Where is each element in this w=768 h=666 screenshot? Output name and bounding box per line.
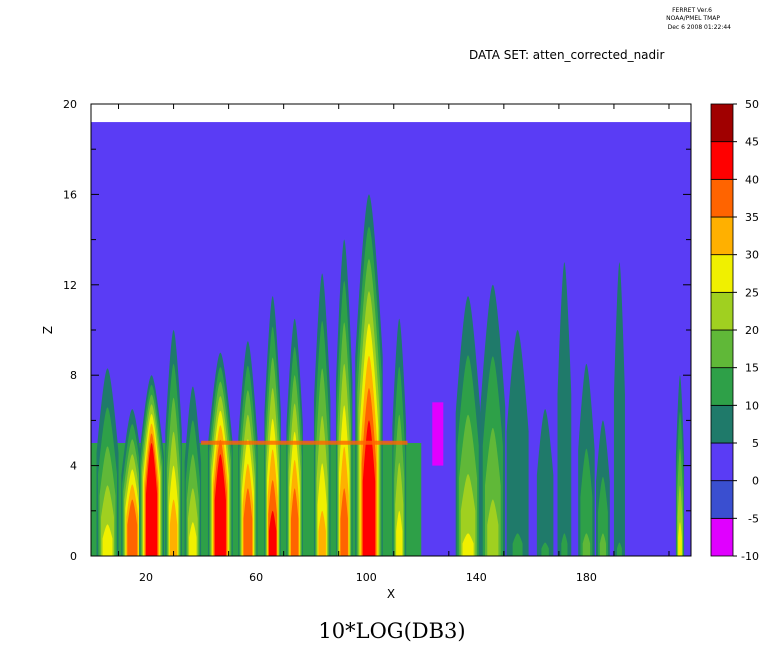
ferret-version-label: FERRET Ver.6 [672,7,712,14]
column-cell [290,488,299,556]
column-cell [536,409,554,556]
colorbar-swatch [710,103,734,143]
colorbar-label: -10 [741,550,759,563]
colorbar-label: 10 [745,399,759,412]
column-cell [506,330,529,556]
column-cell [362,420,376,556]
ferret-date-label: Dec 6 2008 01:22:44 [668,24,732,31]
column-cell [597,476,608,556]
data-field [91,122,691,556]
colorbar-swatch [710,517,734,557]
column-cell [582,533,591,556]
colorbar-swatch [710,216,734,256]
colorbar-swatch [710,178,734,218]
colorbar-label: 0 [752,475,759,488]
ferret-org-label: NOAA/PMEL TMAP [666,15,720,22]
axis-ticks [91,103,691,557]
colorbar-swatch [710,329,734,369]
column-cell [396,510,403,556]
x-tick-label: 140 [466,571,487,584]
column-cell [145,443,158,556]
column-cell [561,533,568,556]
x-tick-label: 20 [139,571,153,584]
colorbar-label: 15 [745,362,759,375]
x-axis-title: X [387,587,395,601]
column-cell [189,522,197,556]
chart-title: 10*LOG(DB3) [318,619,465,643]
column-cell [318,510,326,556]
colorbar-label: 20 [745,324,759,337]
y-tick-label: 4 [70,460,77,473]
x-tick-labels: 20 60 100 140 180 [139,571,597,584]
column-cell [512,533,523,556]
x-tick-label: 60 [249,571,263,584]
y-tick-label: 16 [63,188,77,201]
column-cell [214,454,226,556]
column-cell [599,533,607,556]
column-cell [127,499,138,556]
column-cell [557,262,572,556]
column-cell [102,524,113,556]
colorbar-swatch [710,254,734,293]
colorbar: -10 -5 0 5 10 15 20 25 30 35 40 45 50 [710,98,759,563]
colorbar-label: 35 [745,211,759,224]
y-axis-title: Z [41,326,55,334]
colorbar-label: -5 [748,512,759,525]
column-cell [541,542,549,556]
column-cell [580,448,593,556]
colorbar-swatch [710,291,734,331]
dataset-label: DATA SET: atten_corrected_nadir [469,48,664,62]
column-cell [340,488,348,556]
x-tick-label: 180 [576,571,597,584]
colorbar-swatch [710,367,734,406]
y-tick-labels: 0 4 8 12 16 20 [63,98,77,563]
y-tick-label: 20 [63,98,77,111]
colorbar-label: 30 [745,249,759,262]
column-cell [462,533,474,556]
column-cell [243,488,253,556]
column-cell [169,499,178,556]
colorbar-label: 5 [752,437,759,450]
colorbar-swatch [710,442,734,482]
y-tick-label: 0 [70,550,77,563]
colorbar-swatch [710,141,734,180]
anomaly-cell [432,402,444,466]
column-cell [487,499,499,556]
column-cell [460,474,476,556]
colorbar-label: 40 [745,173,759,186]
column-cell [613,262,625,556]
colorbar-label: 25 [745,286,759,299]
colorbar-swatch [710,480,734,519]
column-cell [268,510,277,556]
colorbar-label: 45 [745,136,759,149]
column-cell [616,542,622,556]
colorbar-swatch [710,404,734,444]
y-tick-label: 12 [63,279,77,292]
colorbar-label: 50 [745,98,759,111]
y-tick-label: 8 [70,369,77,382]
bright-band-cell [201,440,408,445]
x-tick-label: 100 [356,571,377,584]
column-cell [678,522,682,556]
